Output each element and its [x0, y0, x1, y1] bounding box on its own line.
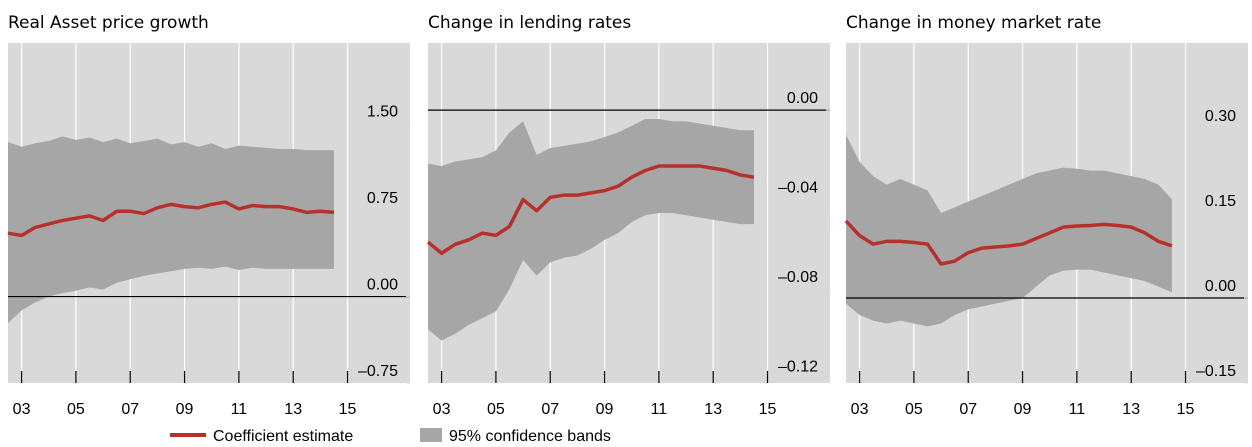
y-tick-label: 0.00: [1205, 278, 1236, 295]
x-tick-label: 11: [1069, 401, 1086, 418]
x-tick-label: 09: [176, 401, 194, 418]
x-tick-label: 03: [13, 401, 31, 418]
x-tick-label: 13: [704, 401, 722, 418]
x-tick-label: 05: [905, 401, 923, 418]
estimate-line: [7, 200, 335, 238]
x-tick-label: 15: [339, 401, 357, 418]
y-tick-label: –0.15: [1196, 363, 1236, 380]
x-tick-label: 15: [759, 401, 777, 418]
x-tick-label: 07: [121, 401, 139, 418]
y-tick-label: –0.12: [778, 359, 818, 376]
chart-title: Real Asset price growth: [8, 13, 209, 33]
legend-band-swatch: [420, 428, 442, 442]
x-tick-label: 09: [596, 401, 614, 418]
confidence-band: [428, 119, 754, 341]
y-tick-label: –0.08: [778, 269, 818, 286]
y-tick-label: 0.30: [1205, 108, 1236, 125]
estimate-line: [426, 164, 755, 256]
x-tick-label: 13: [1122, 401, 1140, 418]
x-tick-label: 13: [284, 401, 302, 418]
x-tick-label: 03: [851, 401, 869, 418]
legend-label: Coefficient estimate: [213, 428, 353, 445]
x-tick-label: 11: [231, 401, 248, 418]
y-tick-label: 1.50: [367, 104, 398, 121]
y-tick-label: 0.75: [367, 190, 398, 207]
y-tick-label: 0.15: [1205, 193, 1236, 210]
estimate-line: [844, 219, 1173, 266]
y-tick-label: 0.00: [367, 277, 398, 294]
chart-title: Change in lending rates: [428, 13, 631, 33]
x-tick-label: 07: [541, 401, 559, 418]
y-tick-label: 0.00: [787, 90, 818, 107]
x-tick-label: 05: [487, 401, 505, 418]
x-tick-label: 07: [959, 401, 977, 418]
x-tick-label: 03: [433, 401, 451, 418]
chart-title: Change in money market rate: [846, 13, 1101, 33]
confidence-band: [8, 136, 334, 324]
x-tick-label: 11: [651, 401, 668, 418]
x-tick-label: 05: [67, 401, 85, 418]
y-tick-label: –0.75: [358, 363, 398, 380]
legend-label: 95% confidence bands: [449, 428, 611, 445]
x-tick-label: 09: [1014, 401, 1032, 418]
x-tick-label: 15: [1177, 401, 1195, 418]
y-tick-label: –0.04: [778, 180, 818, 197]
confidence-band: [846, 134, 1172, 327]
